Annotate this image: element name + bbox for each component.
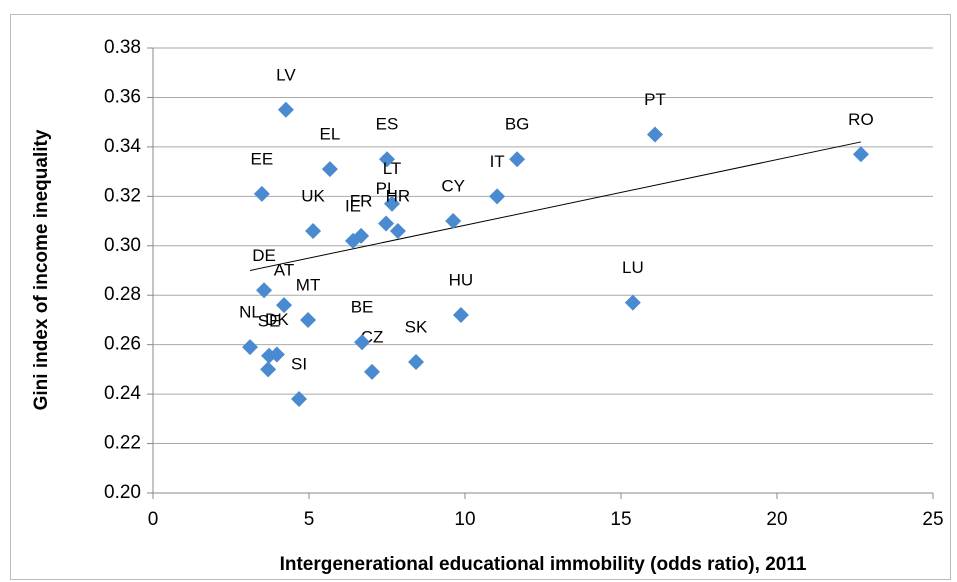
x-tick-label: 25	[922, 509, 943, 530]
y-tick-label: 0.24	[104, 383, 141, 404]
point	[256, 282, 273, 299]
point-label: MT	[296, 275, 321, 294]
point-label: EE	[251, 149, 274, 168]
point-label: HU	[449, 270, 474, 289]
point	[277, 101, 294, 118]
point-label: UK	[301, 186, 325, 205]
point-label: RO	[848, 110, 874, 129]
point	[647, 126, 664, 143]
trendline	[249, 141, 862, 271]
point	[509, 151, 526, 168]
x-tick-label: 0	[148, 509, 159, 530]
point	[260, 361, 277, 378]
chart-frame	[10, 14, 951, 580]
point	[378, 215, 395, 232]
point-label: BG	[505, 115, 530, 134]
x-tick-label: 10	[454, 509, 475, 530]
x-tick-label: 5	[304, 509, 315, 530]
x-axis-title: Intergenerational educational immobility…	[280, 554, 807, 575]
point	[852, 146, 869, 163]
point	[354, 334, 371, 351]
point-label: DE	[252, 246, 276, 265]
y-axis-title: Gini index of income inequality	[31, 129, 52, 410]
point-label: DK	[265, 310, 289, 329]
point-label: PT	[644, 90, 666, 109]
point-label: AT	[274, 261, 294, 280]
point-label: BE	[351, 298, 374, 317]
point	[489, 188, 506, 205]
y-tick-label: 0.36	[104, 86, 141, 107]
point	[253, 185, 270, 202]
point	[624, 294, 641, 311]
point	[268, 346, 285, 363]
point	[408, 353, 425, 370]
point-label: NL	[239, 303, 261, 322]
x-tick-label: 20	[766, 509, 787, 530]
y-tick-label: 0.28	[104, 284, 141, 305]
point-label: SK	[405, 317, 428, 336]
point-label: IT	[490, 152, 505, 171]
y-tick-label: 0.26	[104, 334, 141, 355]
y-tick-label: 0.20	[104, 482, 141, 503]
point-label: FR	[350, 191, 373, 210]
point	[242, 339, 259, 356]
point-label: SI	[291, 355, 307, 374]
point	[389, 222, 406, 239]
point-label: LT	[383, 159, 402, 178]
point-label: CY	[441, 177, 465, 196]
point	[291, 391, 308, 408]
y-tick-label: 0.32	[104, 185, 141, 206]
point-label: LV	[276, 65, 296, 84]
point-label: LU	[622, 258, 644, 277]
point	[452, 307, 469, 323]
point-label: SE	[258, 311, 281, 330]
point	[305, 222, 322, 239]
y-tick-label: 0.38	[104, 37, 141, 58]
y-tick-label: 0.30	[104, 235, 141, 256]
x-tick-label: 15	[610, 509, 631, 530]
point	[445, 213, 462, 230]
point	[379, 151, 395, 168]
point	[344, 232, 361, 249]
point-label: HR	[386, 186, 411, 205]
point	[300, 311, 317, 328]
point	[321, 161, 338, 178]
point-label: PL	[376, 179, 397, 198]
y-tick-label: 0.34	[104, 136, 141, 157]
point-label: ES	[376, 115, 399, 134]
point	[276, 297, 293, 314]
point-label: EL	[320, 125, 341, 144]
point	[383, 195, 400, 212]
point	[364, 363, 381, 380]
y-tick-label: 0.22	[104, 433, 141, 454]
point-label: IE	[345, 196, 361, 215]
